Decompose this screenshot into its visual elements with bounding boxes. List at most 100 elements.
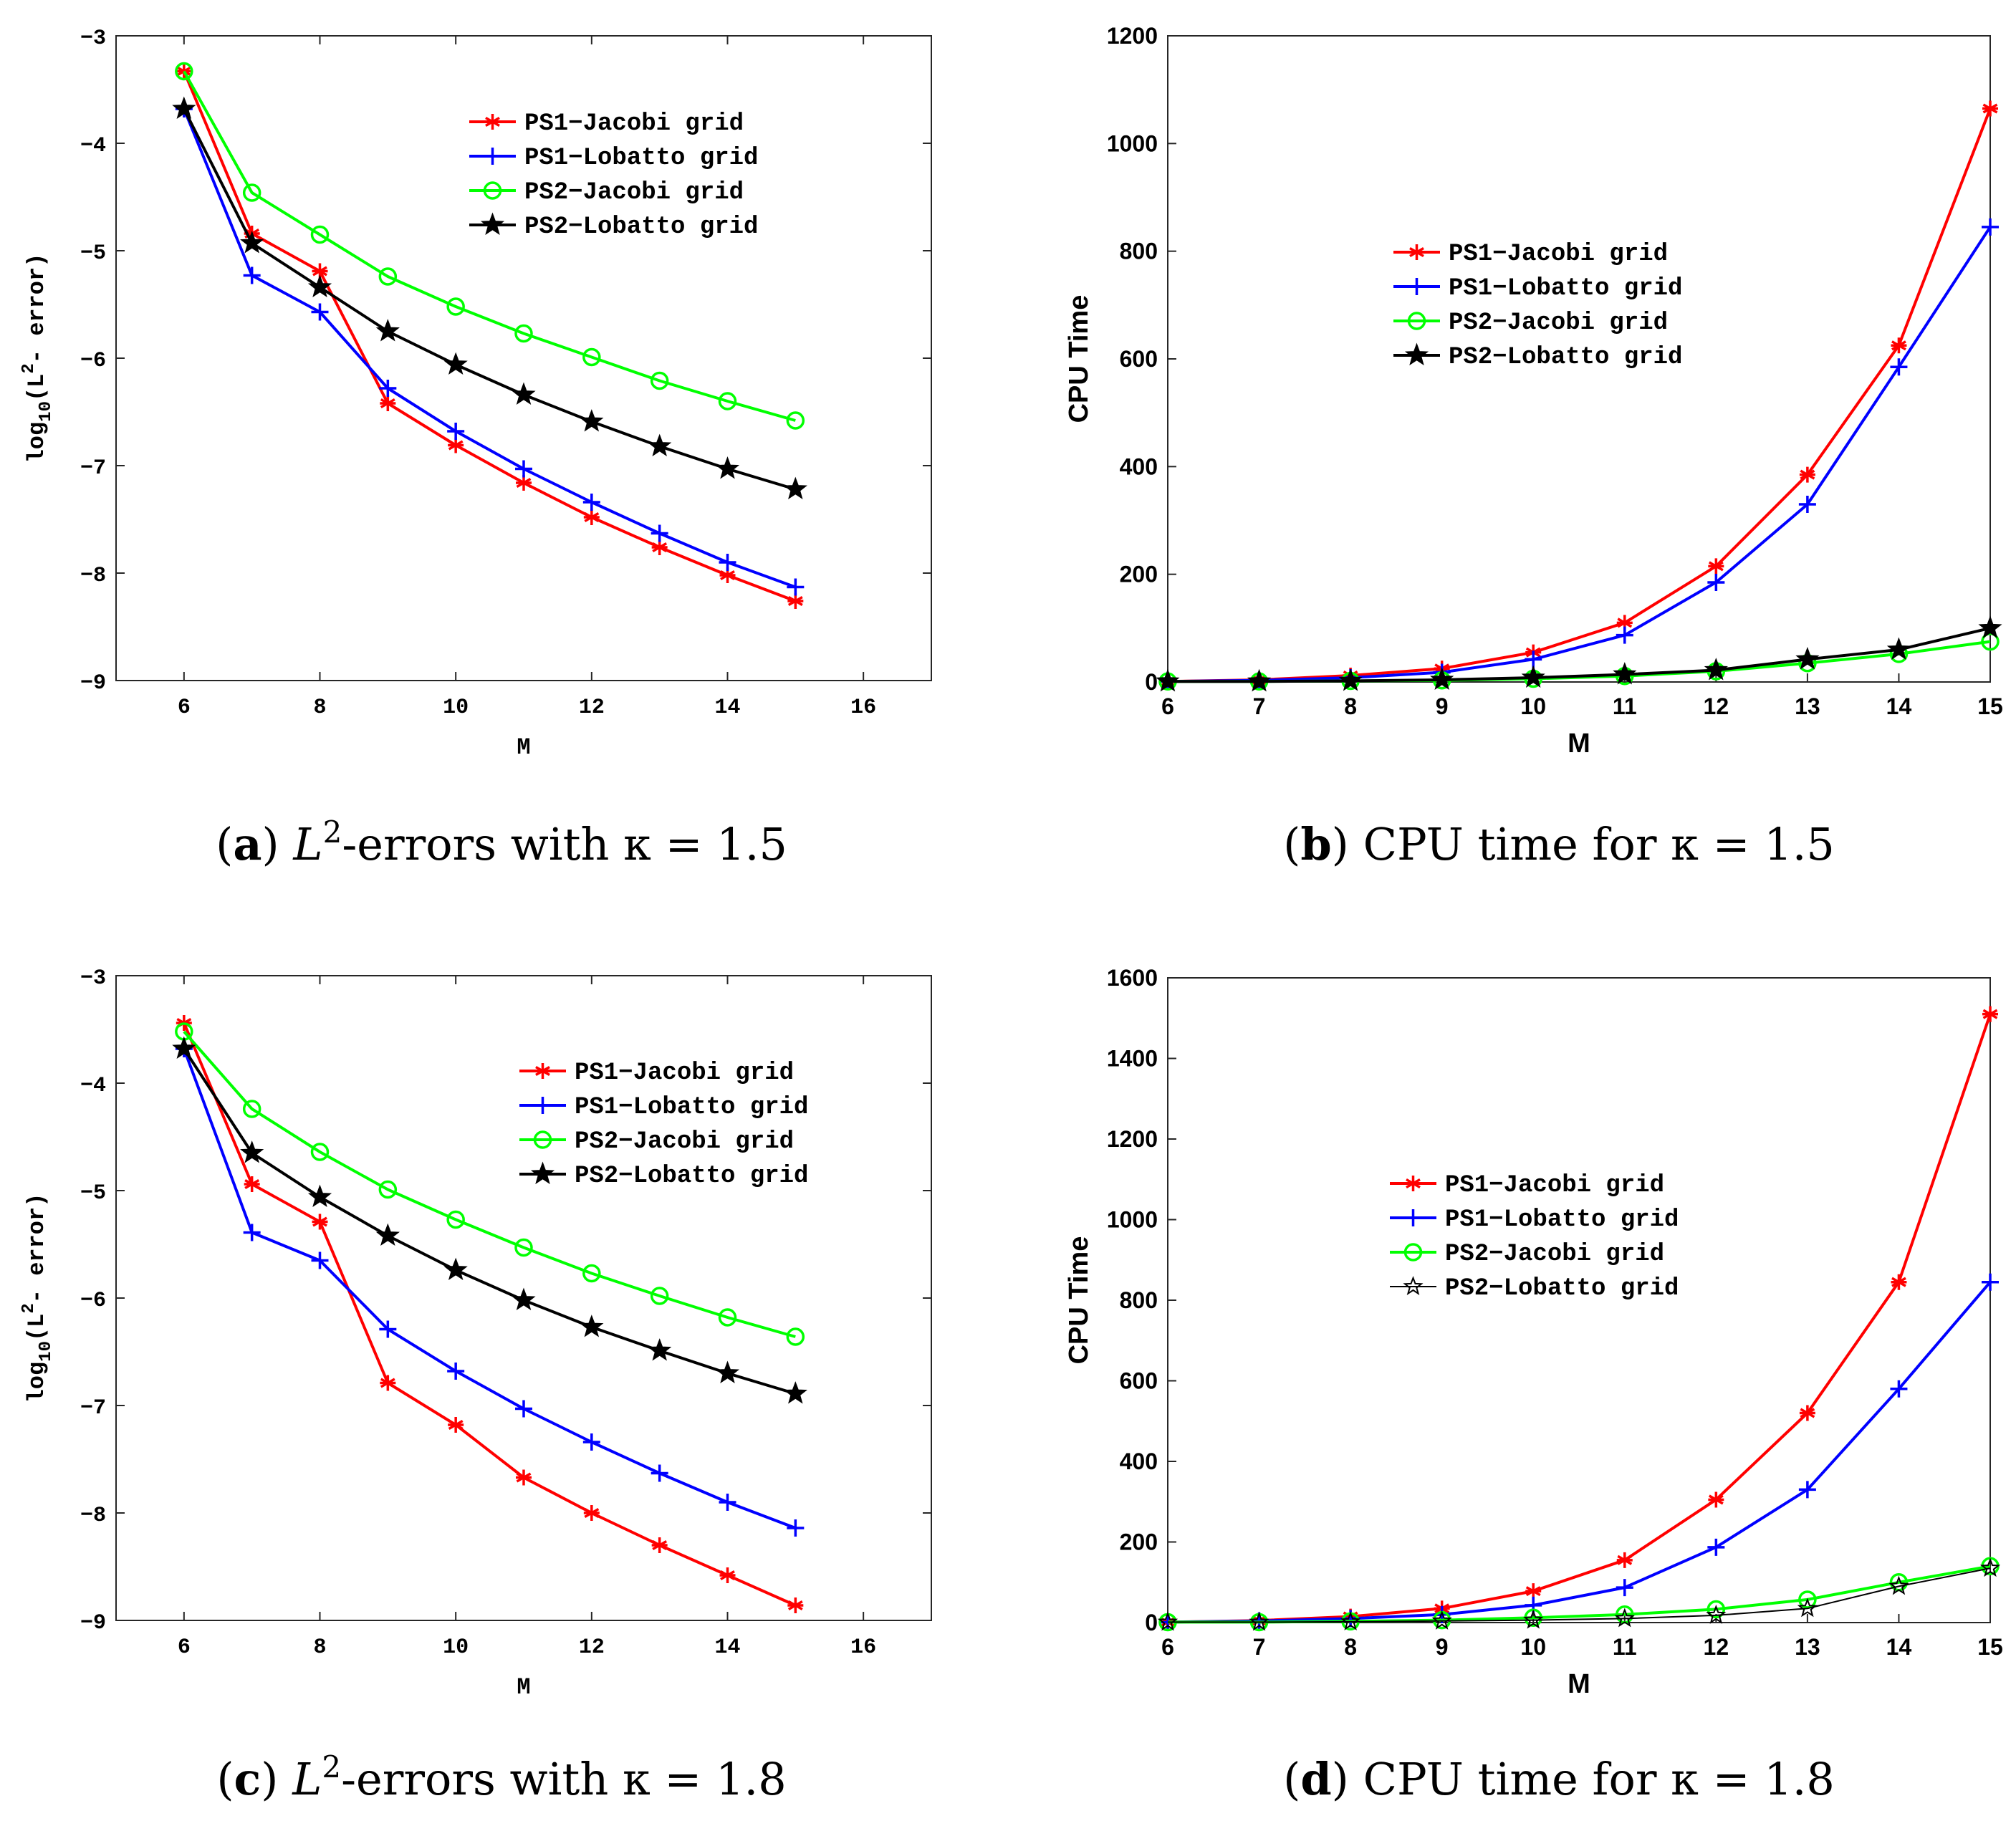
y-tick-label: 1400 (1107, 1046, 1158, 1072)
marker-0-3-1 (240, 231, 264, 254)
y-tick-label: −4 (80, 134, 106, 158)
marker-0-1-7 (651, 524, 668, 542)
y-axis-label: log10(L2- error) (19, 254, 56, 463)
y-tick-label: 1200 (1107, 23, 1158, 49)
marker-1-0-6 (1708, 558, 1724, 575)
caption-superscript: 2 (322, 1749, 341, 1784)
marker-3-2-7 (1798, 1590, 1817, 1609)
caption-text: CPU time for κ = 1.8 (1363, 1753, 1835, 1805)
series-1 (1159, 1273, 1999, 1631)
marker-0-0-7 (651, 539, 668, 555)
marker-2-0-4 (448, 1417, 464, 1433)
y-axis-label-sup: 2 (19, 363, 39, 373)
marker-1-3-3 (1430, 667, 1454, 691)
caption: (a) L2-errors with κ = 1.5 (216, 815, 787, 870)
marker-1-leg0-0 (1408, 244, 1425, 260)
marker-2-0-2 (312, 1214, 328, 1230)
marker-2-3-7 (648, 1338, 672, 1361)
marker-0-0-4 (448, 437, 464, 453)
y-axis-label-letter: L (24, 374, 50, 388)
marker-2-leg1-0 (534, 1097, 552, 1114)
marker-2-2-6 (582, 1264, 601, 1283)
y-tick-label: 1200 (1107, 1126, 1158, 1152)
marker-1-1-4 (1525, 650, 1542, 668)
marker-2-3-5 (512, 1287, 536, 1311)
marker-2-2-9 (786, 1327, 805, 1346)
marker-2-0-7 (651, 1537, 668, 1553)
marker-2-1-8 (719, 1494, 736, 1511)
marker-2-3-4 (443, 1257, 468, 1281)
y-tick-label: 400 (1120, 1448, 1158, 1474)
x-tick-label: 11 (1613, 693, 1637, 719)
y-tick-label: −6 (80, 1289, 106, 1313)
x-tick-label: 12 (579, 696, 605, 720)
x-tick-label: 16 (850, 1635, 876, 1660)
series-line-2 (183, 1030, 796, 1338)
x-tick-label: 13 (1795, 1634, 1820, 1660)
x-tick-label: 7 (1253, 693, 1266, 719)
marker-2-1-2 (311, 1251, 329, 1269)
marker-1-leg2-0 (1407, 312, 1426, 330)
marker-3-0-7 (1799, 1405, 1815, 1421)
marker-3-3-0 (1157, 1611, 1179, 1631)
x-axis-label: M (1568, 729, 1590, 759)
marker-2-1-4 (447, 1363, 465, 1380)
x-tick-label: 14 (714, 696, 740, 720)
marker-3-leg2-0 (1403, 1243, 1423, 1262)
marker-2-leg0-0 (534, 1063, 551, 1079)
marker-1-3-8 (1886, 637, 1911, 660)
x-tick-label: 6 (178, 1635, 191, 1660)
y-axis-label-sub: 10 (37, 1341, 56, 1362)
y-tick-label: 400 (1120, 453, 1158, 479)
marker-2-1-5 (515, 1400, 532, 1418)
marker-1-0-9 (1982, 100, 1998, 117)
marker-3-3-5 (1614, 1608, 1635, 1628)
series-1 (175, 100, 805, 596)
marker-2-3-6 (580, 1315, 604, 1337)
marker-0-2-5 (514, 324, 533, 343)
marker-0-3-0 (172, 96, 196, 120)
y-tick-label: 0 (1145, 669, 1158, 695)
marker-0-2-1 (242, 183, 261, 202)
marker-0-0-6 (583, 509, 600, 525)
y-tick-label: 1000 (1107, 130, 1158, 156)
marker-0-3-4 (443, 352, 468, 375)
marker-1-3-0 (1156, 668, 1180, 692)
marker-3-1-8 (1890, 1380, 1908, 1398)
x-tick-label: 12 (579, 1635, 605, 1660)
y-axis-label-main: log (24, 422, 50, 463)
x-tick-label: 8 (313, 1635, 326, 1660)
series-3 (172, 96, 807, 500)
plot-frame (115, 35, 932, 681)
y-axis-label-rest: - error) (24, 1193, 50, 1304)
marker-3-1-7 (1798, 1481, 1816, 1499)
marker-0-1-6 (582, 494, 600, 511)
marker-0-2-2 (310, 225, 330, 244)
marker-0-0-3 (380, 395, 396, 411)
series-line-3 (183, 1047, 796, 1395)
marker-2-3-2 (307, 1184, 332, 1208)
marker-2-2-1 (242, 1100, 261, 1118)
x-tick-label: 6 (1161, 1634, 1174, 1660)
marker-2-0-6 (583, 1505, 600, 1521)
marker-1-0-7 (1799, 466, 1815, 483)
series-line-1 (182, 108, 796, 589)
caption: (c) L2-errors with κ = 1.8 (216, 1749, 786, 1805)
x-tick-label: 15 (1977, 1634, 2003, 1660)
series-2 (175, 1022, 805, 1346)
marker-0-2-8 (718, 392, 737, 410)
marker-2-1-6 (582, 1433, 600, 1451)
legend-label-0: PS1−Jacobi grid (1449, 241, 1668, 268)
marker-0-0-9 (787, 593, 804, 609)
caption: (d) CPU time for κ = 1.8 (1283, 1753, 1835, 1805)
legend-label-3: PS2−Lobatto grid (575, 1163, 808, 1190)
caption-paren: ) (261, 1753, 292, 1805)
y-tick-label: −4 (80, 1074, 106, 1098)
marker-0-3-8 (715, 456, 740, 479)
x-tick-label: 10 (443, 696, 469, 720)
marker-1-3-2 (1338, 668, 1363, 691)
x-tick-label: 10 (1520, 1634, 1546, 1660)
marker-0-2-0 (175, 62, 193, 81)
marker-2-0-3 (380, 1375, 396, 1391)
x-tick-label: 8 (1344, 693, 1357, 719)
